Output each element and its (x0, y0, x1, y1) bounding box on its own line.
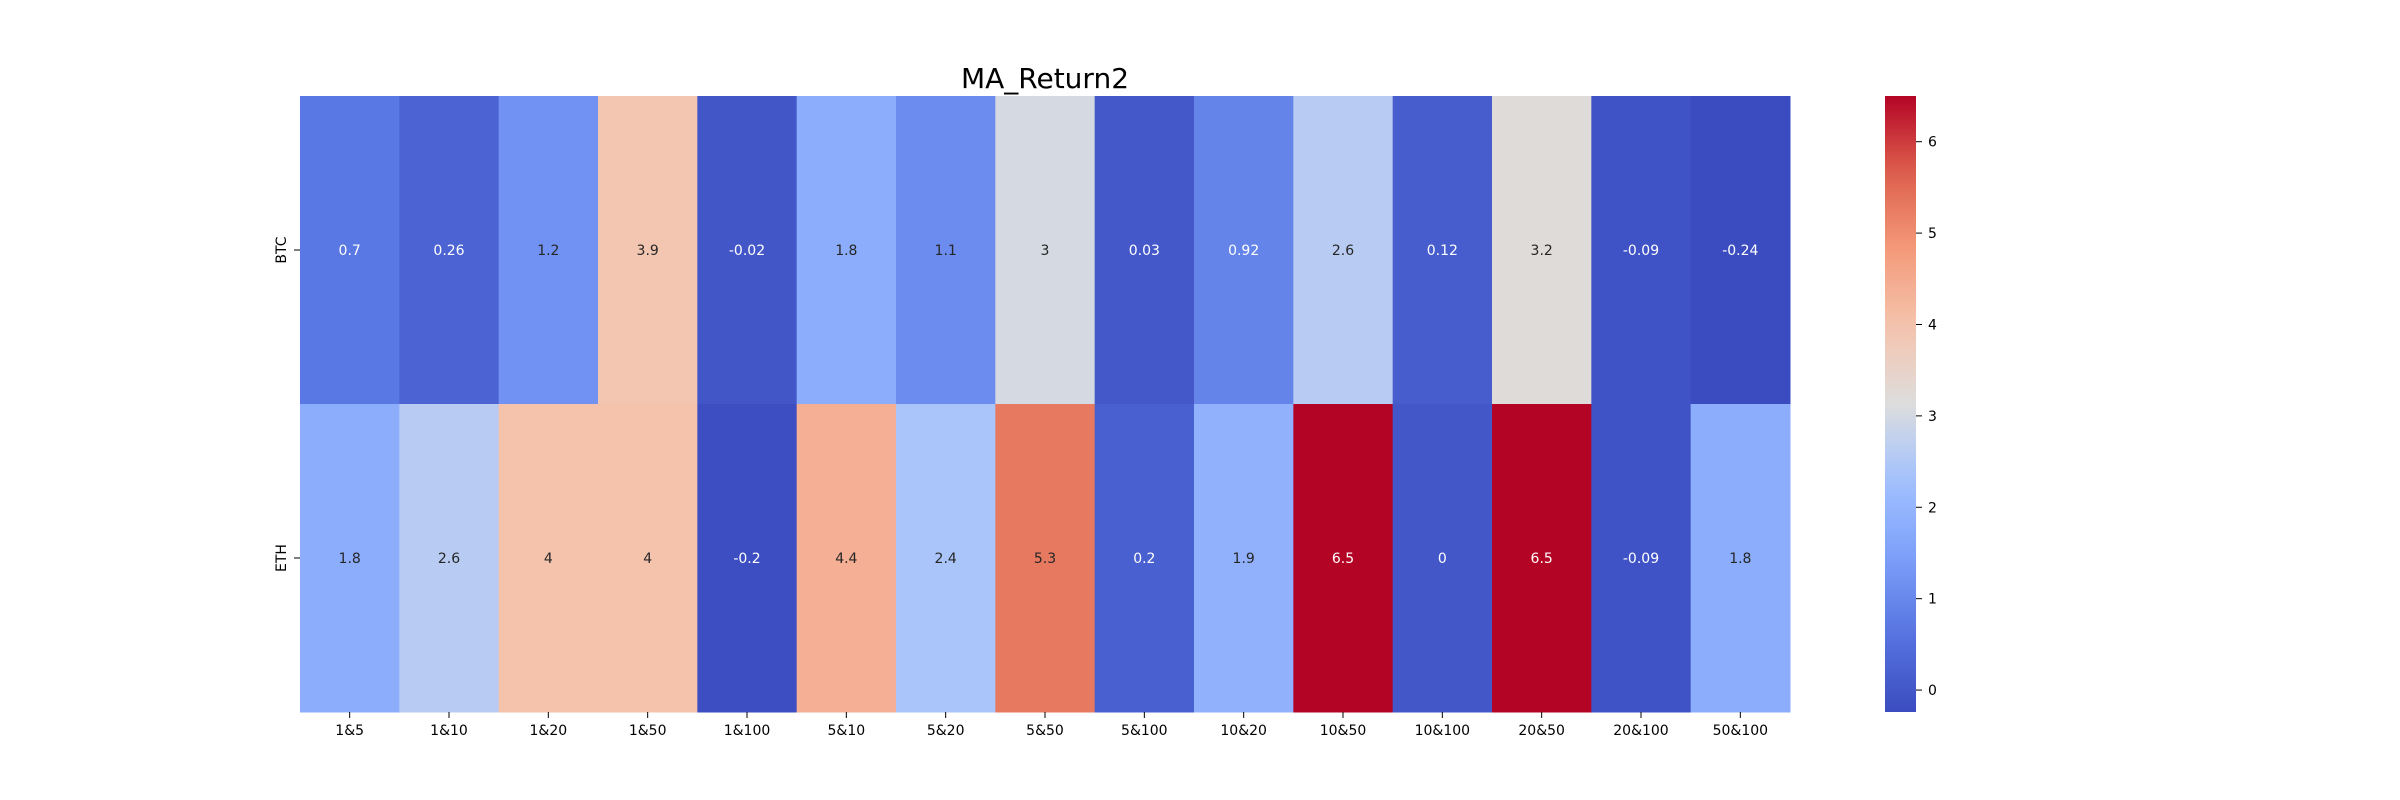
heatmap-cell (498, 96, 599, 405)
x-tick-label: 10&20 (1220, 723, 1267, 739)
cell-value-label: 0.03 (1129, 243, 1160, 259)
cell-value-label: 1.9 (1233, 551, 1255, 567)
heatmap-cell (399, 96, 500, 405)
cell-value-label: -0.02 (729, 243, 765, 259)
heatmap-cell (1194, 404, 1294, 713)
heatmap-cell (1492, 404, 1592, 713)
cell-value-label: 1.8 (339, 551, 361, 567)
colorbar-tick-label: 3 (1928, 409, 1937, 425)
cell-value-label: 1.8 (1729, 551, 1751, 567)
heatmap-cell (697, 404, 798, 713)
heatmap-cells (300, 96, 1791, 713)
heatmap-cell (1392, 96, 1493, 405)
heatmap-cell (896, 404, 996, 713)
x-tick-label: 1&50 (629, 723, 667, 739)
x-tick-label: 1&20 (530, 723, 568, 739)
cell-value-label: -0.09 (1623, 551, 1659, 567)
heatmap-cell (1293, 96, 1394, 405)
heatmap-cell-labels: 0.7 0.26 1.2 3.9 -0.02 1.8 1.1 3 0.03 0.92 2.6 0.12… (339, 243, 1759, 567)
heatmap-cell (995, 96, 1096, 405)
y-axis: BTC ETH (274, 236, 300, 572)
cell-value-label: 0.26 (433, 243, 464, 259)
heatmap-cell (1591, 96, 1692, 405)
colorbar-tick-label: 4 (1928, 317, 1937, 333)
x-tick-label: 5&10 (828, 723, 866, 739)
y-tick-label: BTC (274, 236, 290, 263)
cell-value-label: 3.9 (637, 243, 659, 259)
cell-value-label: 3 (1041, 243, 1050, 259)
heatmap-cell (796, 404, 897, 713)
x-tick-label: 5&100 (1121, 723, 1168, 739)
x-tick-label: 5&20 (927, 723, 965, 739)
heatmap-cell (300, 404, 400, 713)
x-tick-label: 1&100 (724, 723, 771, 739)
heatmap-cell (796, 96, 897, 405)
heatmap-cell (598, 96, 698, 405)
x-tick-label: 10&100 (1415, 723, 1470, 739)
cell-value-label: 6.5 (1531, 551, 1553, 567)
x-tick-label: 50&100 (1713, 723, 1768, 739)
heatmap-cell (995, 404, 1096, 713)
x-axis: 1&5 1&10 1&20 1&50 1&100 5&10 5&20 5&50 5&100 10&… (335, 712, 1768, 739)
cell-value-label: 3.2 (1531, 243, 1553, 259)
cell-value-label: -0.24 (1722, 243, 1758, 259)
heatmap-cell (896, 96, 996, 405)
cell-value-label: 1.1 (935, 243, 957, 259)
colorbar: 0 1 2 3 4 5 6 (1885, 96, 1937, 712)
y-tick-label: ETH (274, 544, 290, 572)
heatmap-cell (598, 404, 698, 713)
x-tick-label: 10&50 (1320, 723, 1367, 739)
cell-value-label: -0.09 (1623, 243, 1659, 259)
cell-value-label: 2.6 (1332, 243, 1354, 259)
heatmap-cell (1690, 404, 1791, 713)
cell-value-label: 1.2 (537, 243, 559, 259)
heatmap-cell (1293, 404, 1394, 713)
cell-value-label: -0.2 (733, 551, 760, 567)
heatmap-cell (1094, 96, 1195, 405)
heatmap-cell (498, 404, 599, 713)
colorbar-tick-label: 2 (1928, 500, 1937, 516)
heatmap-cell (1492, 96, 1592, 405)
heatmap-cell (399, 404, 500, 713)
heatmap-cell (1094, 404, 1195, 713)
x-tick-label: 5&50 (1026, 723, 1064, 739)
x-tick-label: 20&50 (1518, 723, 1565, 739)
colorbar-gradient (1885, 96, 1916, 712)
heatmap-cell (1392, 404, 1493, 713)
cell-value-label: 4.4 (835, 551, 857, 567)
heatmap-cell (300, 96, 400, 405)
x-tick-label: 20&100 (1613, 723, 1668, 739)
chart-title: MA_Return2 (961, 62, 1129, 95)
cell-value-label: 4 (544, 551, 553, 567)
heatmap-cell (697, 96, 798, 405)
colorbar-tick-label: 0 (1928, 683, 1937, 699)
colorbar-tick-label: 1 (1928, 592, 1937, 608)
heatmap-cell (1690, 96, 1791, 405)
heatmap-cell (1194, 96, 1294, 405)
cell-value-label: 0.2 (1133, 551, 1155, 567)
x-tick-label: 1&10 (430, 723, 468, 739)
heatmap-cell (1591, 404, 1692, 713)
colorbar-tick-label: 6 (1928, 135, 1937, 151)
cell-value-label: 5.3 (1034, 551, 1056, 567)
cell-value-label: 0.7 (339, 243, 361, 259)
cell-value-label: 0 (1438, 551, 1447, 567)
cell-value-label: 6.5 (1332, 551, 1354, 567)
colorbar-tick-label: 5 (1928, 226, 1937, 242)
cell-value-label: 1.8 (835, 243, 857, 259)
cell-value-label: 4 (643, 551, 652, 567)
cell-value-label: 0.92 (1228, 243, 1259, 259)
x-tick-label: 1&5 (335, 723, 364, 739)
cell-value-label: 2.4 (935, 551, 957, 567)
cell-value-label: 0.12 (1427, 243, 1458, 259)
cell-value-label: 2.6 (438, 551, 460, 567)
